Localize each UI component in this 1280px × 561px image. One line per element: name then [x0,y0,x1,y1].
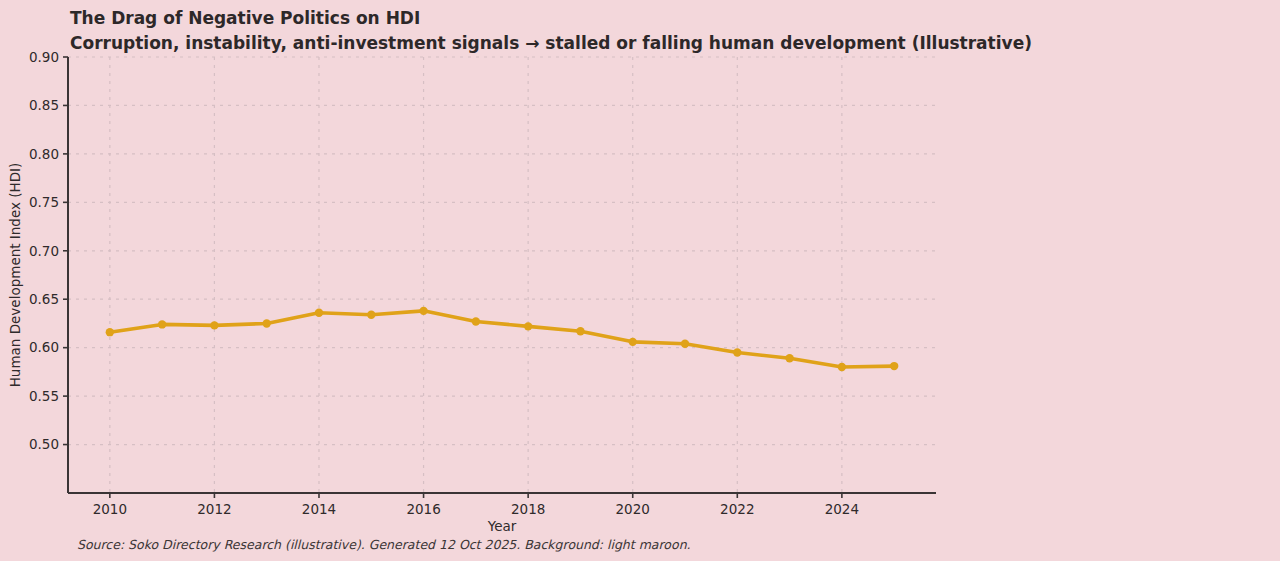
axes: 0.50 0.55 0.60 0.65 0.70 0.75 0.80 0.85 0.90 2010… [29,49,936,517]
hdi-line-series [106,307,899,372]
y-tick-label: 0.50 [29,436,59,452]
x-tick-label: 2012 [197,501,231,517]
y-tick-label: 0.65 [29,291,59,307]
data-point-marker [367,311,375,319]
data-point-marker [315,309,323,317]
data-point-marker [681,340,689,348]
data-point-marker [210,321,218,329]
hdi-line-chart: 0.50 0.55 0.60 0.65 0.70 0.75 0.80 0.85 0.90 2010… [0,0,1280,561]
data-point-marker [158,320,166,328]
x-tick-label: 2018 [511,501,545,517]
y-tick-label: 0.60 [29,339,59,355]
data-point-marker [106,328,114,336]
data-point-marker [733,348,741,356]
y-tick-label: 0.55 [29,388,59,404]
x-tick-label: 2022 [720,501,754,517]
y-tick-label: 0.80 [29,146,59,162]
data-point-marker [576,327,584,335]
data-point-marker [785,354,793,362]
data-point-marker [629,338,637,346]
data-point-marker [472,317,480,325]
data-point-marker [419,307,427,315]
data-point-marker [524,322,532,330]
y-tick-label: 0.85 [29,97,59,113]
y-tick-label: 0.90 [29,49,59,65]
source-note: Source: Soko Directory Research (illustr… [77,537,691,552]
y-tick-label: 0.75 [29,194,59,210]
data-point-marker [890,362,898,370]
chart-figure: The Drag of Negative Politics on HDI Cor… [0,0,1280,561]
y-tick-label: 0.70 [29,243,59,259]
y-axis-label: Human Development Index (HDI) [7,163,23,388]
x-tick-label: 2014 [302,501,336,517]
gridlines [68,57,936,493]
x-tick-label: 2010 [93,501,127,517]
hdi-trend-line [110,311,894,367]
x-tick-label: 2020 [616,501,650,517]
x-tick-label: 2016 [406,501,440,517]
data-point-marker [838,363,846,371]
data-point-marker [262,319,270,327]
x-axis-label: Year [487,518,517,534]
x-tick-label: 2024 [825,501,859,517]
